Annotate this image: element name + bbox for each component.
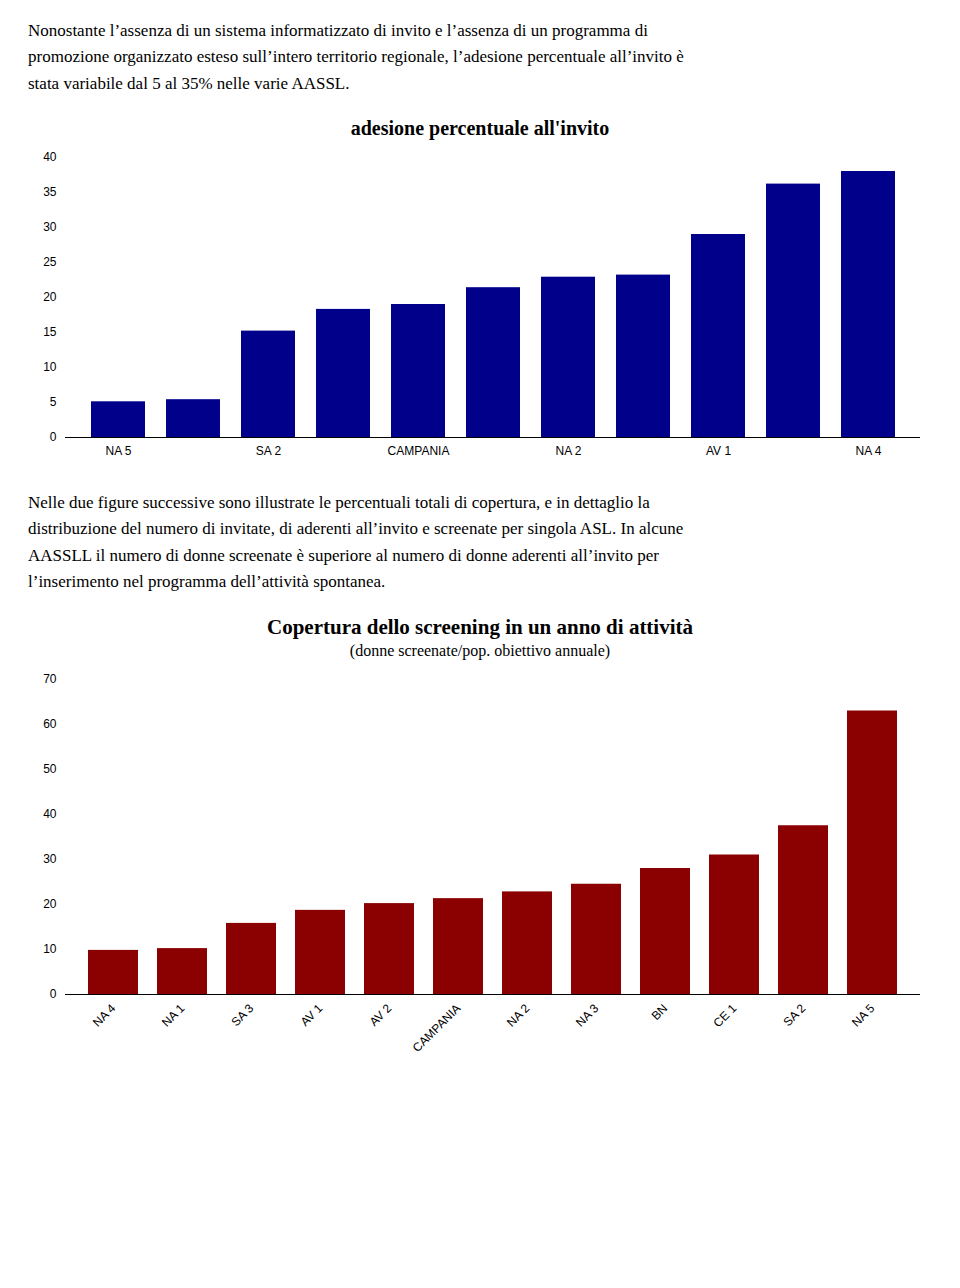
svg-text:CE 1: CE 1 bbox=[711, 1001, 740, 1030]
html-text:distribuzione del numero di in: distribuzione del numero di invitate, di… bbox=[28, 519, 684, 539]
svg-text:NA 1: NA 1 bbox=[159, 1001, 188, 1030]
svg-text:NA 4: NA 4 bbox=[855, 444, 881, 458]
svg-text:NA 4: NA 4 bbox=[90, 1001, 119, 1030]
svg-text:60: 60 bbox=[43, 718, 57, 732]
svg-text:10: 10 bbox=[43, 360, 57, 374]
svg-text:CAMPANIA: CAMPANIA bbox=[410, 1002, 464, 1056]
svg-text:NA 2: NA 2 bbox=[504, 1001, 533, 1030]
html-text:adesione percentuale all'invit: adesione percentuale all'invito bbox=[350, 117, 610, 139]
svg-text:15: 15 bbox=[43, 325, 57, 339]
svg-text:NA 5: NA 5 bbox=[849, 1001, 878, 1030]
svg-text:5: 5 bbox=[50, 395, 57, 409]
html-text:l’inserimento nel programma de: l’inserimento nel programma dell’attivit… bbox=[28, 572, 386, 592]
svg-text:70: 70 bbox=[43, 673, 57, 687]
svg-text:NA 2: NA 2 bbox=[555, 444, 581, 458]
svg-text:AV 1: AV 1 bbox=[298, 1001, 326, 1029]
svg-text:20: 20 bbox=[43, 290, 57, 304]
svg-text:SA 2: SA 2 bbox=[256, 444, 282, 458]
html-text:promozione organizzato esteso: promozione organizzato esteso sull’inter… bbox=[28, 47, 684, 67]
html-text:Nonostante l’assenza di un sis: Nonostante l’assenza di un sistema infor… bbox=[28, 21, 648, 40]
svg-text:30: 30 bbox=[43, 853, 57, 867]
svg-text:0: 0 bbox=[50, 988, 57, 1002]
svg-text:SA 2: SA 2 bbox=[781, 1001, 809, 1029]
svg-text:CAMPANIA: CAMPANIA bbox=[388, 444, 450, 458]
html-text:Copertura dello screening in u: Copertura dello screening in un anno di … bbox=[267, 615, 693, 640]
svg-text:0: 0 bbox=[50, 430, 57, 444]
svg-text:20: 20 bbox=[43, 898, 57, 912]
svg-text:AV 2: AV 2 bbox=[367, 1001, 395, 1029]
html-text:AASSLL il numero di donne scre: AASSLL il numero di donne screenate è su… bbox=[28, 545, 659, 565]
svg-text:30: 30 bbox=[43, 220, 57, 234]
svg-text:AV 1: AV 1 bbox=[706, 444, 731, 458]
html-text:stata variabile dal 5 al 35% n: stata variabile dal 5 al 35% nelle varie… bbox=[28, 73, 350, 93]
svg-text:25: 25 bbox=[43, 255, 57, 269]
svg-text:BN: BN bbox=[649, 1002, 671, 1024]
svg-text:SA 3: SA 3 bbox=[229, 1001, 257, 1029]
svg-text:50: 50 bbox=[43, 763, 57, 777]
svg-text:NA 5: NA 5 bbox=[105, 444, 131, 458]
svg-text:40: 40 bbox=[43, 150, 57, 164]
svg-text:NA 3: NA 3 bbox=[573, 1001, 602, 1030]
svg-text:10: 10 bbox=[43, 943, 57, 957]
svg-text:40: 40 bbox=[43, 808, 57, 822]
html-text:(donne screenate/pop. obiettiv: (donne screenate/pop. obiettivo annuale) bbox=[349, 642, 611, 660]
html-text:Nelle due figure successive so: Nelle due figure successive sono illustr… bbox=[28, 493, 650, 512]
svg-text:35: 35 bbox=[43, 185, 57, 199]
